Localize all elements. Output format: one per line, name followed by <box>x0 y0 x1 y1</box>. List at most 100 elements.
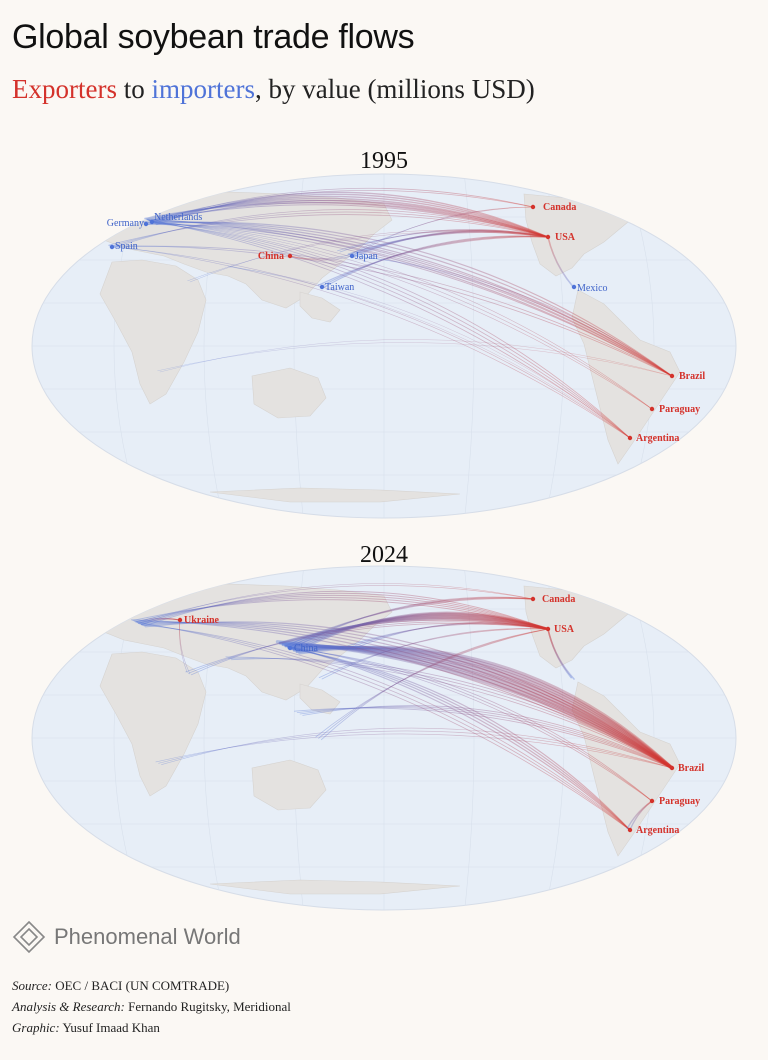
trade-flow <box>157 342 673 377</box>
credit-source-label: Source: <box>12 978 52 993</box>
label-germany: Germany <box>107 218 144 229</box>
trade-flow <box>135 621 631 831</box>
trade-flow <box>151 187 534 223</box>
node-canada <box>530 204 536 210</box>
trade-flow <box>112 209 549 248</box>
trade-flow <box>144 222 673 377</box>
trade-flow <box>141 624 631 831</box>
credit-graphic-label: Graphic: <box>12 1020 60 1035</box>
trade-flow <box>111 245 673 377</box>
node-usa <box>545 234 551 240</box>
trade-flow <box>315 628 549 738</box>
landmass <box>251 367 327 419</box>
trade-flow <box>161 727 673 769</box>
trade-flow <box>155 221 673 377</box>
credit-analysis: Analysis & Research: Fernando Rugitsky, … <box>12 996 291 1017</box>
credit-graphic-value: Yusuf Imaad Khan <box>62 1020 160 1035</box>
node-paraguay <box>649 406 655 412</box>
trade-flow <box>141 221 673 377</box>
label-china: China <box>258 251 284 262</box>
trade-flow <box>159 339 673 377</box>
trade-flow <box>109 245 631 439</box>
trade-flow <box>152 222 653 410</box>
trade-flow <box>189 229 549 283</box>
credit-graphic: Graphic: Yusuf Imaad Khan <box>12 1017 291 1038</box>
trade-flow <box>547 628 575 680</box>
map-1995-year: 1995 <box>360 148 408 174</box>
trade-flow <box>143 590 549 630</box>
node-brazil <box>669 765 675 771</box>
subtitle-to: to <box>123 74 145 104</box>
credit-analysis-value: Fernando Rugitsky, Meridional <box>128 999 291 1014</box>
trade-flow <box>109 245 673 377</box>
label-argentina: Argentina <box>636 433 679 444</box>
trade-flow <box>139 621 673 769</box>
trade-flow <box>285 645 653 802</box>
trade-flow <box>629 800 653 831</box>
trade-flow <box>187 231 549 282</box>
trade-flow <box>231 658 673 769</box>
label-spain: Spain <box>115 241 138 252</box>
subtitle-rest: , by value (millions USD) <box>254 74 535 104</box>
credit-source: Source: OEC / BACI (UN COMTRADE) <box>12 975 291 996</box>
landmass <box>251 759 327 811</box>
label-taiwan: Taiwan <box>325 282 354 293</box>
label-brazil: Brazil <box>678 763 704 774</box>
landmass <box>299 291 341 323</box>
trade-flow <box>154 222 631 439</box>
labels-layer: Canada USA China Brazil Paraguay Argentina Ger… <box>107 202 706 444</box>
flows-layer <box>131 583 674 831</box>
subtitle-exporters: Exporters <box>12 74 117 104</box>
label-canada: Canada <box>542 594 575 605</box>
trade-flow <box>318 628 549 739</box>
trade-flow <box>145 621 673 769</box>
node-spain <box>109 244 115 250</box>
page-title: Global soybean trade flows <box>12 18 415 56</box>
landmass <box>99 651 207 797</box>
trade-flow <box>147 219 673 377</box>
credit-source-value: OEC / BACI (UN COMTRADE) <box>55 978 230 993</box>
trade-flow <box>229 266 631 439</box>
trade-flow <box>139 583 534 625</box>
trade-flow <box>283 644 631 831</box>
map-2024: Ukraine Canada USA Brazil Paraguay Argentina C… <box>31 565 737 911</box>
node-argentina <box>627 827 633 833</box>
subtitle-importers: importers <box>151 74 255 104</box>
flows-layer <box>108 187 673 439</box>
trade-flow <box>289 647 631 831</box>
label-mexico: Mexico <box>577 283 608 294</box>
trade-flow <box>289 255 353 261</box>
node-japan <box>349 253 355 259</box>
landmass <box>91 583 393 701</box>
trade-flow <box>302 705 673 769</box>
trade-flow <box>225 656 673 769</box>
label-japan: Japan <box>355 251 378 262</box>
map-2024-year: 2024 <box>360 542 408 568</box>
logo-text: Phenomenal World <box>54 924 241 949</box>
trade-flow <box>188 621 549 674</box>
trade-flow <box>349 254 673 377</box>
trade-flow <box>146 219 631 439</box>
trade-flow <box>291 648 653 802</box>
label-china: China <box>294 643 318 654</box>
labels-layer: Ukraine Canada USA Brazil Paraguay Argentina C… <box>177 594 704 836</box>
trade-flow <box>136 621 673 769</box>
label-paraguay: Paraguay <box>659 796 700 807</box>
label-brazil: Brazil <box>679 371 705 382</box>
credit-analysis-label: Analysis & Research: <box>12 999 125 1014</box>
node-netherlands <box>149 219 155 225</box>
node-canada <box>530 596 536 602</box>
trade-flow <box>351 255 673 377</box>
node-germany <box>143 221 149 227</box>
label-usa: USA <box>555 232 576 243</box>
trade-flow <box>288 646 653 802</box>
node-ukraine <box>177 617 183 623</box>
trade-flow <box>133 620 673 769</box>
publisher-logo: Phenomenal World <box>12 920 241 954</box>
node-brazil <box>669 373 675 379</box>
map-1995: Canada USA China Brazil Paraguay Argentina Ger… <box>31 173 737 519</box>
node-usa <box>545 626 551 632</box>
trade-flow <box>150 221 653 410</box>
node-paraguay <box>649 798 655 804</box>
trade-flow <box>191 619 549 676</box>
